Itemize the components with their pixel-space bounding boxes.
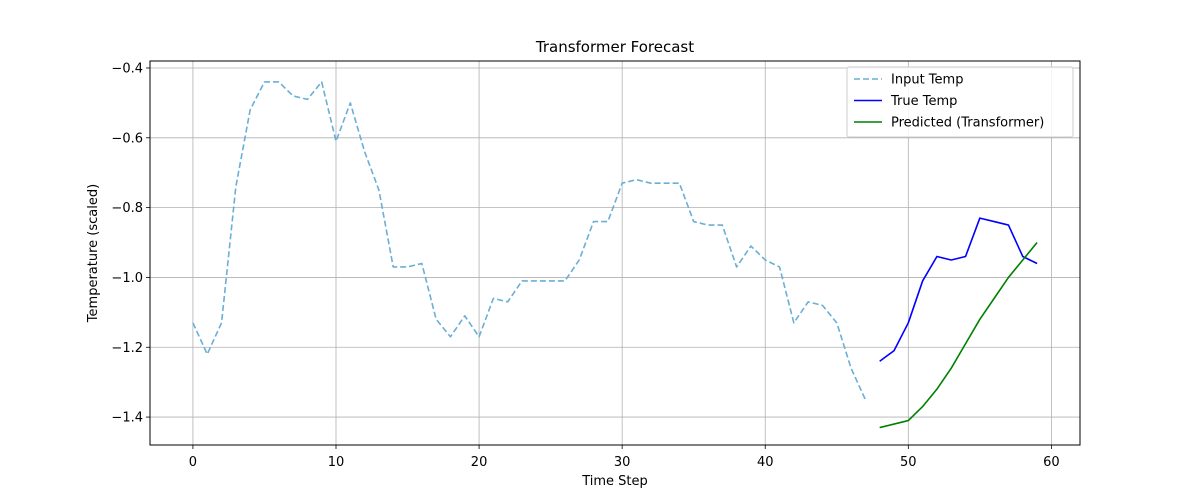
legend-label: True Temp: [890, 94, 957, 109]
x-tick-label: 30: [614, 455, 631, 470]
legend-box: [846, 66, 1074, 138]
x-tick-label: 40: [757, 455, 774, 470]
y-tick-label: −0.8: [111, 201, 143, 216]
series-line-true-temp: [879, 217, 1038, 362]
series-line-predicted-transformer: [879, 242, 1038, 429]
chart-title: Transformer Forecast: [535, 38, 694, 56]
plot-frame: [149, 60, 1081, 446]
y-tick-label: −1.4: [111, 411, 143, 426]
x-tick-label: 50: [900, 455, 917, 470]
x-tick-label: 0: [189, 455, 197, 470]
y-tick-label: −1.2: [111, 341, 143, 356]
x-tick-label: 10: [328, 455, 345, 470]
ticks: 0 10 20 30 40 50 60 −1.4 −1.2 −1.0 −0.8 −0.6 −0.4: [111, 61, 1059, 470]
y-tick-label: −0.4: [111, 61, 143, 76]
legend: Input Temp True Temp Predicted (Transforme…: [846, 66, 1074, 138]
legend-label: Input Temp: [891, 73, 963, 88]
y-axis-label: Temperature (scaled): [86, 184, 101, 323]
legend-label: Predicted (Transformer): [891, 116, 1044, 131]
x-tick-label: 20: [471, 455, 488, 470]
x-tick-label: 60: [1043, 455, 1060, 470]
series-layer: [192, 81, 1038, 429]
y-tick-label: −1.0: [111, 271, 143, 286]
x-axis-label: Time Step: [581, 474, 648, 489]
y-tick-label: −0.6: [111, 131, 143, 146]
series-line-input-temp: [192, 81, 867, 400]
